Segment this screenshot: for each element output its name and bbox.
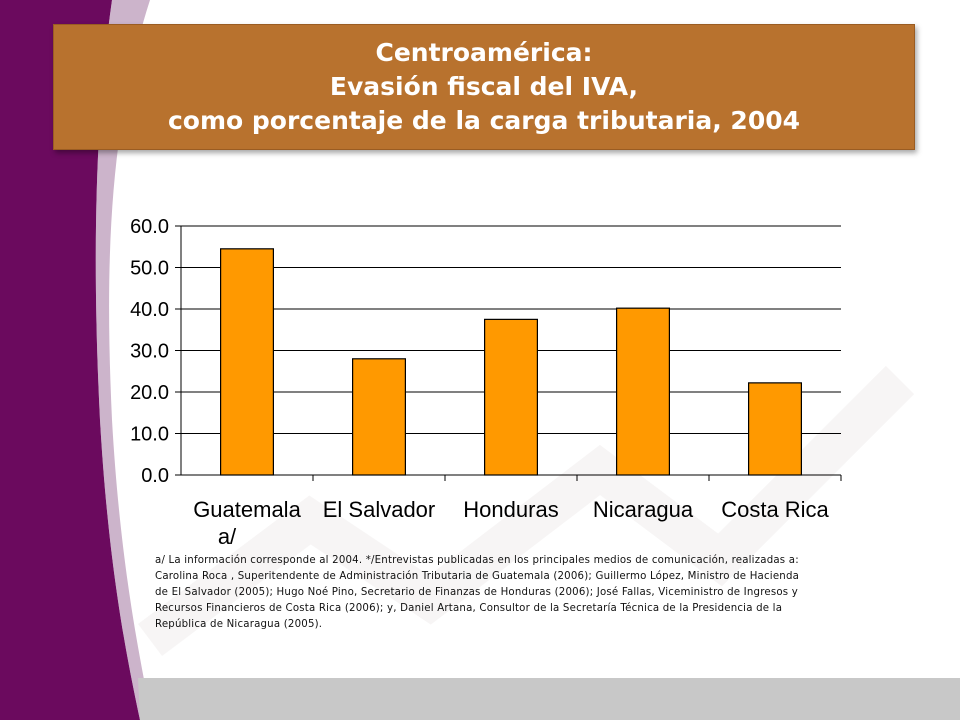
slide-title: Centroamérica: Evasión fiscal del IVA, c… — [53, 24, 915, 150]
footnote-line-4: Recursos Financieros de Costa Rica (2006… — [155, 603, 783, 614]
title-line-3: como porcentaje de la carga tributaria, … — [167, 106, 801, 135]
y-tick-label: 60.0 — [130, 216, 169, 238]
y-tick-label: 50.0 — [130, 258, 169, 280]
title-line-2: Evasión fiscal del IVA, — [329, 72, 639, 101]
y-tick-label: 30.0 — [130, 341, 169, 363]
footnote-line-5: República de Nicaragua (2005). — [155, 619, 323, 630]
bar-el-salvador — [352, 358, 407, 476]
bar-guatemala-a — [220, 248, 275, 476]
x-category-label: Guatemala a/ — [193, 497, 301, 549]
y-tick-label: 40.0 — [130, 299, 169, 321]
y-tick-label: 20.0 — [130, 382, 169, 404]
x-category-label: Costa Rica — [721, 497, 829, 522]
footnote-line-3: de El Salvador (2005); Hugo Noé Pino, Se… — [155, 587, 798, 598]
y-tick-label: 0.0 — [141, 465, 169, 487]
footnote-line-2: Carolina Roca , Superitendente de Admini… — [155, 571, 800, 582]
title-line-1: Centroamérica: — [375, 38, 593, 67]
x-category-label: El Salvador — [323, 497, 436, 522]
bar-nicaragua — [615, 307, 670, 476]
bar-honduras — [484, 318, 539, 476]
source-footnote: a/ La información corresponde al 2004. *… — [155, 553, 855, 633]
footnote-line-1: a/ La información corresponde al 2004. *… — [155, 555, 799, 566]
x-category-label: Nicaragua — [593, 497, 694, 522]
y-tick-label: 10.0 — [130, 424, 169, 446]
bar-costa-rica — [747, 382, 802, 476]
x-category-label: Honduras — [463, 497, 558, 522]
